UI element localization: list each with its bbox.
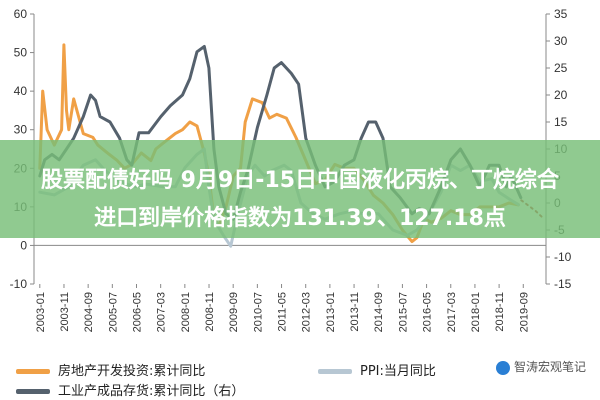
x-tick-label: 2008-11 (204, 292, 216, 332)
banner-title-line2: 进口到岸价格指数为131.39、127.18点 (94, 206, 506, 231)
x-tick-label: 2013-11 (349, 292, 361, 332)
legend-label-ppi: PPI:当月同比 (360, 364, 436, 379)
overlay-banner (0, 140, 600, 238)
x-tick-label: 2017-03 (446, 292, 458, 332)
left-tick-label: 30 (14, 123, 28, 137)
x-tick-label: 2009-09 (228, 292, 240, 332)
right-tick-label: 35 (554, 7, 568, 21)
x-tick-label: 2018-01 (470, 292, 482, 332)
x-tick-label: 2005-07 (107, 292, 119, 332)
legend-label-inventory: 工业产成品存货:累计同比（右） (58, 384, 245, 399)
x-tick-label: 2011-05 (277, 292, 289, 332)
banner-title-line1: 股票配债好吗 9月9日-15日中国液化丙烷、丁烷综合 (40, 168, 560, 193)
x-tick-label: 2016-05 (422, 292, 434, 332)
legend-item-ppi: PPI:当月同比 (318, 360, 436, 379)
right-tick-label: -15 (554, 277, 572, 291)
right-tick-label: 20 (554, 88, 568, 102)
left-tick-label: 0 (20, 238, 27, 252)
right-tick-label: 30 (554, 34, 568, 48)
right-tick-label: -10 (554, 250, 572, 264)
x-tick-label: 2014-09 (373, 292, 385, 332)
x-tick-label: 2010-07 (252, 292, 264, 332)
wechat-icon (495, 360, 510, 375)
x-tick-label: 2004-09 (83, 292, 95, 332)
x-tick-label: 2003-11 (59, 292, 71, 332)
watermark-text: 智涛宏观笔记 (513, 360, 586, 374)
legend-item-real-estate: 房地产开发投资:累计同比 (16, 360, 205, 379)
legend-label-real-estate: 房地产开发投资:累计同比 (58, 364, 206, 379)
legend-item-inventory: 工业产成品存货:累计同比（右） (16, 380, 244, 399)
x-tick-label: 2007-03 (156, 292, 168, 332)
left-tick-label: 60 (14, 7, 28, 21)
right-tick-label: 25 (554, 61, 568, 75)
x-tick-label: 2008-01 (180, 292, 192, 332)
x-tick-label: 2018-11 (494, 292, 506, 332)
x-tick-label: 2006-05 (131, 292, 143, 332)
x-tick-label: 2015-07 (397, 292, 409, 332)
left-tick-label: 50 (14, 46, 28, 60)
x-tick-label: 2012-03 (301, 292, 313, 332)
right-tick-label: 15 (554, 115, 568, 129)
legend-swatch-real-estate (16, 369, 50, 374)
legend-swatch-ppi (318, 369, 352, 374)
left-tick-label: -10 (10, 277, 28, 291)
x-tick-label: 2013-01 (325, 292, 337, 332)
x-tick-label: 2019-09 (518, 292, 530, 332)
watermark: 智涛宏观笔记 (495, 358, 586, 375)
left-tick-label: 40 (14, 84, 28, 98)
x-tick-label: 2003-01 (35, 292, 47, 332)
legend-swatch-inventory (16, 389, 50, 394)
